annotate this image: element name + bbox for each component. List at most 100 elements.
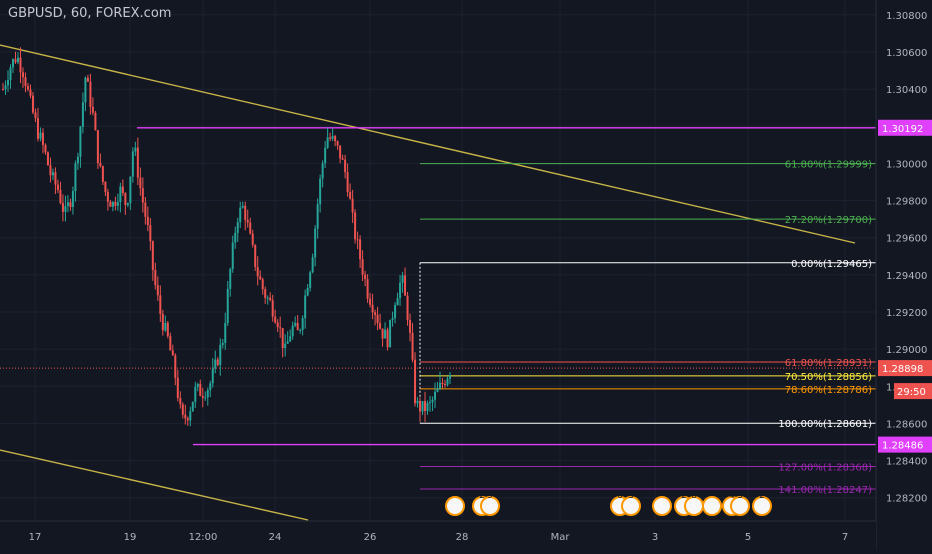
candle-body bbox=[24, 77, 27, 87]
candle-body bbox=[21, 72, 24, 78]
candle-body bbox=[239, 207, 242, 223]
candle-body bbox=[219, 344, 222, 365]
symbol-title[interactable]: GBPUSD, 60, FOREX.com bbox=[8, 6, 172, 21]
candle-body bbox=[209, 383, 212, 391]
candle-body bbox=[61, 202, 64, 212]
candle-body bbox=[144, 202, 147, 217]
time-tick-label: 7 bbox=[842, 532, 848, 543]
candle-body bbox=[326, 137, 329, 148]
candle-body bbox=[39, 132, 42, 139]
candle-body bbox=[184, 414, 187, 419]
candle-body bbox=[294, 322, 297, 326]
candle-body bbox=[336, 141, 339, 146]
candle-body bbox=[266, 297, 269, 299]
candle-body bbox=[366, 279, 369, 299]
candle-body bbox=[231, 242, 234, 270]
time-tick-label: 28 bbox=[456, 532, 469, 543]
candle-body bbox=[314, 228, 317, 258]
candle-body bbox=[439, 382, 442, 389]
price-tick-label: 1.28400 bbox=[886, 457, 927, 468]
time-tick-label: 5 bbox=[745, 532, 751, 543]
candle-body bbox=[354, 212, 357, 240]
candle-body bbox=[376, 314, 379, 324]
time-tick-label: 3 bbox=[652, 532, 658, 543]
candle-body bbox=[401, 275, 404, 283]
price-tick-label: 1.29000 bbox=[886, 345, 927, 356]
candle-body bbox=[426, 402, 429, 411]
fib-layer: 61.80%(1.29999) 27.20%(1.29700) 0.00%(1.29… bbox=[419, 160, 876, 496]
candle-body bbox=[64, 206, 67, 212]
candle-body bbox=[436, 388, 439, 392]
candle-body bbox=[369, 298, 372, 305]
candle-body bbox=[131, 151, 134, 177]
candle-body bbox=[94, 112, 97, 131]
candle-body bbox=[106, 192, 109, 202]
price-tick-label: 1.29600 bbox=[886, 234, 927, 245]
price-tick-label: 1.28600 bbox=[886, 419, 927, 430]
candle-body bbox=[399, 282, 402, 299]
current-price-tag bbox=[878, 360, 932, 377]
candle-body bbox=[146, 216, 149, 226]
candle-body bbox=[421, 401, 424, 412]
candle-body bbox=[359, 239, 362, 260]
candle-body bbox=[256, 267, 259, 277]
candle-body bbox=[111, 202, 114, 207]
countdown-tag bbox=[894, 383, 932, 400]
candle-body bbox=[214, 359, 217, 369]
candle-body bbox=[279, 327, 282, 329]
candle-body bbox=[341, 158, 344, 160]
candle-body bbox=[301, 318, 304, 330]
price-tick-label: 1.30800 bbox=[886, 11, 927, 22]
candle-body bbox=[444, 384, 447, 386]
candle-body bbox=[29, 89, 32, 96]
event-badge-count: 4 bbox=[729, 491, 735, 501]
event-flag-icon bbox=[752, 496, 772, 516]
candle-body bbox=[204, 397, 207, 399]
candle-body bbox=[284, 343, 287, 349]
fib-level-label: 0.00%(1.29465) bbox=[791, 259, 872, 270]
fib-level-label: 100.00%(1.28601) bbox=[778, 419, 872, 430]
candle-body bbox=[51, 172, 54, 176]
candle-body bbox=[166, 322, 169, 337]
candle-body bbox=[206, 390, 209, 398]
candle-body bbox=[171, 350, 174, 356]
candle-body bbox=[449, 375, 451, 379]
candle-body bbox=[201, 395, 204, 398]
candle-body bbox=[126, 203, 129, 206]
candle-body bbox=[434, 391, 437, 400]
candle-body bbox=[54, 172, 57, 185]
candle-body bbox=[74, 163, 77, 192]
candle-body bbox=[49, 165, 52, 176]
candle-body bbox=[381, 328, 384, 339]
candle-body bbox=[194, 386, 197, 402]
price-tick-label: 1.29800 bbox=[886, 197, 927, 208]
price-tick-label: 1.30600 bbox=[886, 48, 927, 59]
candle-body bbox=[329, 137, 332, 139]
event-badge-count: 2 bbox=[759, 491, 765, 501]
candle-body bbox=[56, 184, 59, 191]
candle-body bbox=[351, 198, 354, 213]
price-axis: 1.308001.306001.304001.302001.300001.298… bbox=[875, 0, 932, 550]
level-price-tag-label: 1.28486 bbox=[882, 441, 923, 452]
event-flag-icon bbox=[652, 496, 672, 516]
candle-body bbox=[361, 259, 364, 275]
candle-body bbox=[306, 287, 309, 296]
candle-body bbox=[41, 132, 44, 145]
event-badge-count: 2 bbox=[479, 491, 485, 501]
candle-body bbox=[154, 269, 157, 286]
time-tick-label: 26 bbox=[364, 532, 377, 543]
candle-body bbox=[441, 382, 444, 385]
countdown-label: 29:50 bbox=[897, 387, 926, 398]
candle-body bbox=[59, 190, 62, 203]
candle-body bbox=[289, 336, 292, 342]
candle-body bbox=[379, 323, 382, 329]
candle-body bbox=[261, 279, 264, 290]
candle-body bbox=[19, 57, 22, 73]
fib-level-label: 27.20%(1.29700) bbox=[785, 215, 872, 226]
candle-body bbox=[11, 59, 14, 68]
candle-body bbox=[4, 85, 7, 90]
candle-body bbox=[46, 152, 49, 166]
